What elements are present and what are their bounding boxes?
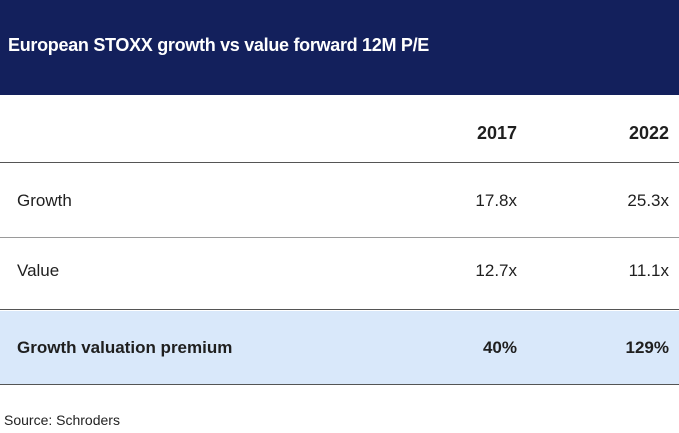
pe-table: European STOXX growth vs value forward 1… [0,0,679,385]
row-label-growth: Growth [17,191,72,210]
cell-growth-2017: 17.8x [475,191,517,210]
row-label-premium: Growth valuation premium [17,338,233,357]
cell-growth-2022: 25.3x [627,191,669,210]
table-title-bar: European STOXX growth vs value forward 1… [0,0,679,95]
cell-premium-2017: 40% [482,338,517,357]
table-row-premium: Growth valuation premium 40% 129% [0,311,679,385]
column-header-2017: 2017 [476,123,517,143]
cell-value-2022: 11.1x [628,261,669,280]
table-header-row: 2017 2022 [0,95,679,163]
source-note: Source: Schroders [4,412,120,428]
table-row-growth: Growth 17.8x 25.3x [0,164,679,238]
table-title: European STOXX growth vs value forward 1… [8,35,429,55]
cell-value-2017: 12.7x [475,261,517,280]
row-label-value: Value [17,261,60,280]
column-header-2022: 2022 [628,123,669,143]
table-row-value: Value 12.7x 11.1x [0,239,679,310]
cell-premium-2022: 129% [625,338,669,357]
